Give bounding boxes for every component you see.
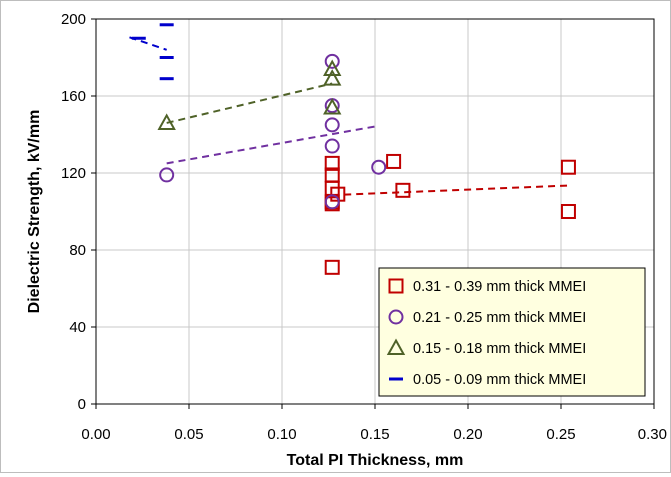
x-tick-labels: 0.00 0.05 0.10 0.15 0.20 0.25 0.30: [81, 426, 667, 443]
data-point-series-2: [323, 97, 342, 115]
legend-label: 0.05 - 0.09 mm thick MMEI: [413, 372, 586, 388]
y-tick-label: 80: [69, 242, 86, 259]
trendlines: [129, 36, 569, 197]
x-tick-label: 0.20: [453, 426, 482, 443]
x-tick-label: 0.05: [174, 426, 203, 443]
data-point-series-2: [157, 113, 176, 130]
data-point-series-1: [324, 117, 340, 133]
x-axis-title: Total PI Thickness, mm: [287, 452, 464, 469]
data-point-series-0: [395, 182, 411, 198]
trendline-series-0: [332, 184, 569, 197]
plot-area-border: [95, 18, 655, 405]
data-point-series-0: [386, 153, 402, 169]
x-tick-label: 0.10: [267, 426, 296, 443]
data-point-series-2: [323, 59, 342, 77]
data-point-series-0: [560, 204, 576, 219]
legend-label: 0.15 - 0.18 mm thick MMEI: [413, 341, 586, 357]
legend-marker-0: [388, 278, 404, 294]
y-axis-title: Dielectric Strength, kV/mm: [26, 110, 43, 314]
x-tick-label: 0.30: [638, 426, 667, 443]
legend-marker-2: [386, 338, 406, 355]
y-tick-label: 160: [61, 88, 86, 105]
y-tick-label: 0: [78, 396, 86, 413]
x-tick-label: 0.25: [546, 426, 575, 443]
data-point-series-0: [324, 155, 340, 171]
trendline-series-1: [166, 124, 379, 165]
data-point-series-1: [324, 53, 340, 69]
data-point-series-1: [324, 138, 340, 154]
legend-box: [378, 267, 646, 397]
y-tick-label: 120: [61, 165, 86, 182]
legend-marker-1: [388, 309, 404, 325]
data-point-series-1: [371, 159, 387, 175]
x-tick-label: 0.00: [81, 426, 110, 443]
y-tick-labels: 0 40 80 120 160 200: [61, 11, 86, 413]
legend-label: 0.31 - 0.39 mm thick MMEI: [413, 279, 586, 295]
data-point-series-2: [323, 69, 342, 86]
x-tick-label: 0.15: [360, 426, 389, 443]
data-point-series-0: [324, 167, 340, 183]
data-point-series-0: [560, 159, 576, 175]
data-point-series-1: [159, 167, 175, 183]
data-markers: [131, 23, 576, 275]
y-tick-label: 200: [61, 11, 86, 28]
legend: 0.31 - 0.39 mm thick MMEI 0.21 - 0.25 mm …: [378, 267, 646, 397]
data-point-series-0: [324, 259, 340, 275]
legend-label: 0.21 - 0.25 mm thick MMEI: [413, 310, 586, 326]
y-tick-label: 40: [69, 319, 86, 336]
trendline-series-2: [166, 82, 333, 124]
data-point-series-1: [324, 194, 340, 210]
